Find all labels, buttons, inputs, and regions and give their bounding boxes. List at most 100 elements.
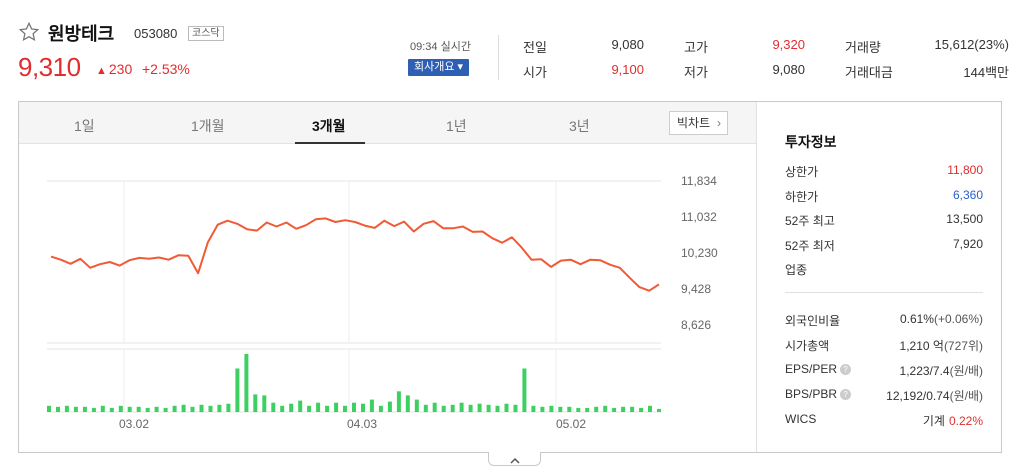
volume-bar	[136, 406, 141, 412]
info-label: EPS/PER	[785, 362, 838, 376]
info-sub: (+0.06%)	[933, 312, 983, 326]
quote-value: 9,100	[611, 62, 644, 77]
favorite-star-icon[interactable]	[18, 21, 40, 43]
current-price: 9,310	[18, 52, 81, 82]
quote-label: 거래대금	[845, 65, 893, 80]
volume-bar	[298, 400, 303, 412]
price-change: ▲ 230	[96, 61, 132, 77]
volume-bar	[432, 402, 437, 412]
price-chart: 11,834 11,032 10,230 9,428 8,626 03.02 04.03 05…	[47, 174, 718, 431]
volume-bar	[612, 407, 617, 412]
volume-bar	[630, 406, 635, 412]
y-tick-label: 8,626	[681, 318, 711, 332]
volume-bar	[513, 404, 518, 413]
volume-bar	[91, 407, 96, 412]
stock-name: 원방테크	[48, 24, 115, 44]
info-label: 52주 최저	[785, 238, 835, 253]
info-sub: (727위)	[943, 339, 983, 353]
volume-bar	[549, 405, 554, 412]
info-value: 7,920	[952, 236, 983, 251]
quote-label: 고가	[684, 40, 708, 55]
volume-bar	[657, 408, 661, 412]
stock-code: 053080	[134, 26, 178, 41]
tab-3month[interactable]: 3개월	[312, 118, 346, 134]
big-chart-button[interactable]: 빅차트 ›	[669, 111, 728, 135]
quote-value: 15,612(23%)	[934, 37, 1009, 52]
info-row: 업종	[785, 261, 983, 277]
chart-panel: 1일 1개월 3개월 1년 3년 빅차트 › 11,834 11,032 10,23…	[18, 101, 1002, 453]
volume-bar	[423, 404, 428, 413]
info-sub: (원/배)	[949, 389, 983, 403]
quote-label: 거래량	[845, 40, 881, 55]
info-label: BPS/PBR	[785, 387, 838, 401]
volume-bar	[459, 402, 464, 412]
volume-bar	[235, 368, 240, 412]
info-sub: (원/배)	[949, 364, 983, 378]
info-row: 52주 최고 13,500	[785, 212, 983, 228]
price-series-line	[50, 217, 660, 292]
volume-bar	[172, 405, 177, 412]
quote-value: 9,320	[772, 37, 805, 52]
y-tick-label: 11,032	[681, 210, 717, 224]
collapse-toggle[interactable]	[488, 452, 541, 466]
x-tick-label: 03.02	[119, 417, 149, 431]
quote-label: 시가	[523, 65, 547, 80]
volume-bar	[495, 405, 500, 412]
volume-bar	[64, 405, 69, 412]
volume-bar	[369, 399, 374, 412]
info-value: 12,192/0.74	[886, 389, 950, 403]
tab-1day[interactable]: 1일	[74, 118, 95, 134]
help-icon[interactable]: ?	[840, 364, 852, 375]
info-value: 기계	[922, 414, 945, 428]
volume-bar	[145, 407, 150, 412]
period-tabs: 1일 1개월 3개월 1년 3년 빅차트 ›	[19, 102, 756, 144]
info-label: 시가총액	[785, 339, 830, 353]
volume-bar	[253, 394, 258, 412]
company-overview-button[interactable]: 회사개요 ▾	[408, 59, 469, 76]
volume-bar	[325, 405, 330, 412]
market-badge: 코스닥	[188, 26, 224, 41]
info-label: 외국인비율	[785, 314, 841, 328]
tab-1month[interactable]: 1개월	[191, 118, 225, 134]
volume-bar	[378, 405, 383, 412]
volume-bar	[163, 407, 168, 412]
chevron-up-icon	[509, 457, 520, 464]
volume-bar	[56, 406, 60, 412]
tab-3year[interactable]: 3년	[569, 118, 590, 134]
volume-bar	[576, 407, 581, 412]
info-value: 13,500	[946, 212, 983, 226]
help-icon[interactable]: ?	[840, 389, 852, 400]
volume-bar	[648, 405, 652, 412]
chevron-right-icon: ›	[717, 116, 721, 130]
info-sub: 0.22%	[948, 414, 983, 428]
volume-bar	[531, 405, 536, 412]
quote-value: 144백만	[963, 65, 1009, 80]
volume-bar	[127, 406, 132, 412]
volume-bar	[504, 403, 509, 412]
volume-bar	[118, 405, 123, 412]
volume-bar	[405, 395, 410, 412]
tab-1year[interactable]: 1년	[446, 118, 467, 134]
quote-label: 저가	[684, 65, 708, 80]
info-value: 6,360	[952, 187, 983, 202]
info-divider	[785, 292, 983, 293]
volume-bar	[387, 401, 392, 412]
active-tab-underline	[295, 142, 365, 144]
info-value: 1,210 억	[899, 339, 944, 353]
volume-bar	[477, 403, 482, 412]
info-label: WICS	[785, 412, 817, 426]
info-row: 상한가 11,800	[785, 163, 983, 179]
volume-bar	[316, 402, 321, 412]
volume-bar	[334, 402, 339, 412]
volume-bar	[289, 403, 294, 412]
volume-bar	[441, 405, 446, 412]
info-label: 하한가	[785, 189, 819, 204]
up-arrow-icon: ▲	[96, 65, 107, 77]
info-value: 0.61%	[899, 312, 934, 326]
volume-bar	[396, 391, 401, 412]
volume-bar	[585, 407, 590, 412]
volume-bar	[468, 404, 473, 413]
x-tick-label: 05.02	[556, 417, 586, 431]
volume-bar	[594, 406, 599, 412]
volume-bar	[486, 404, 491, 413]
